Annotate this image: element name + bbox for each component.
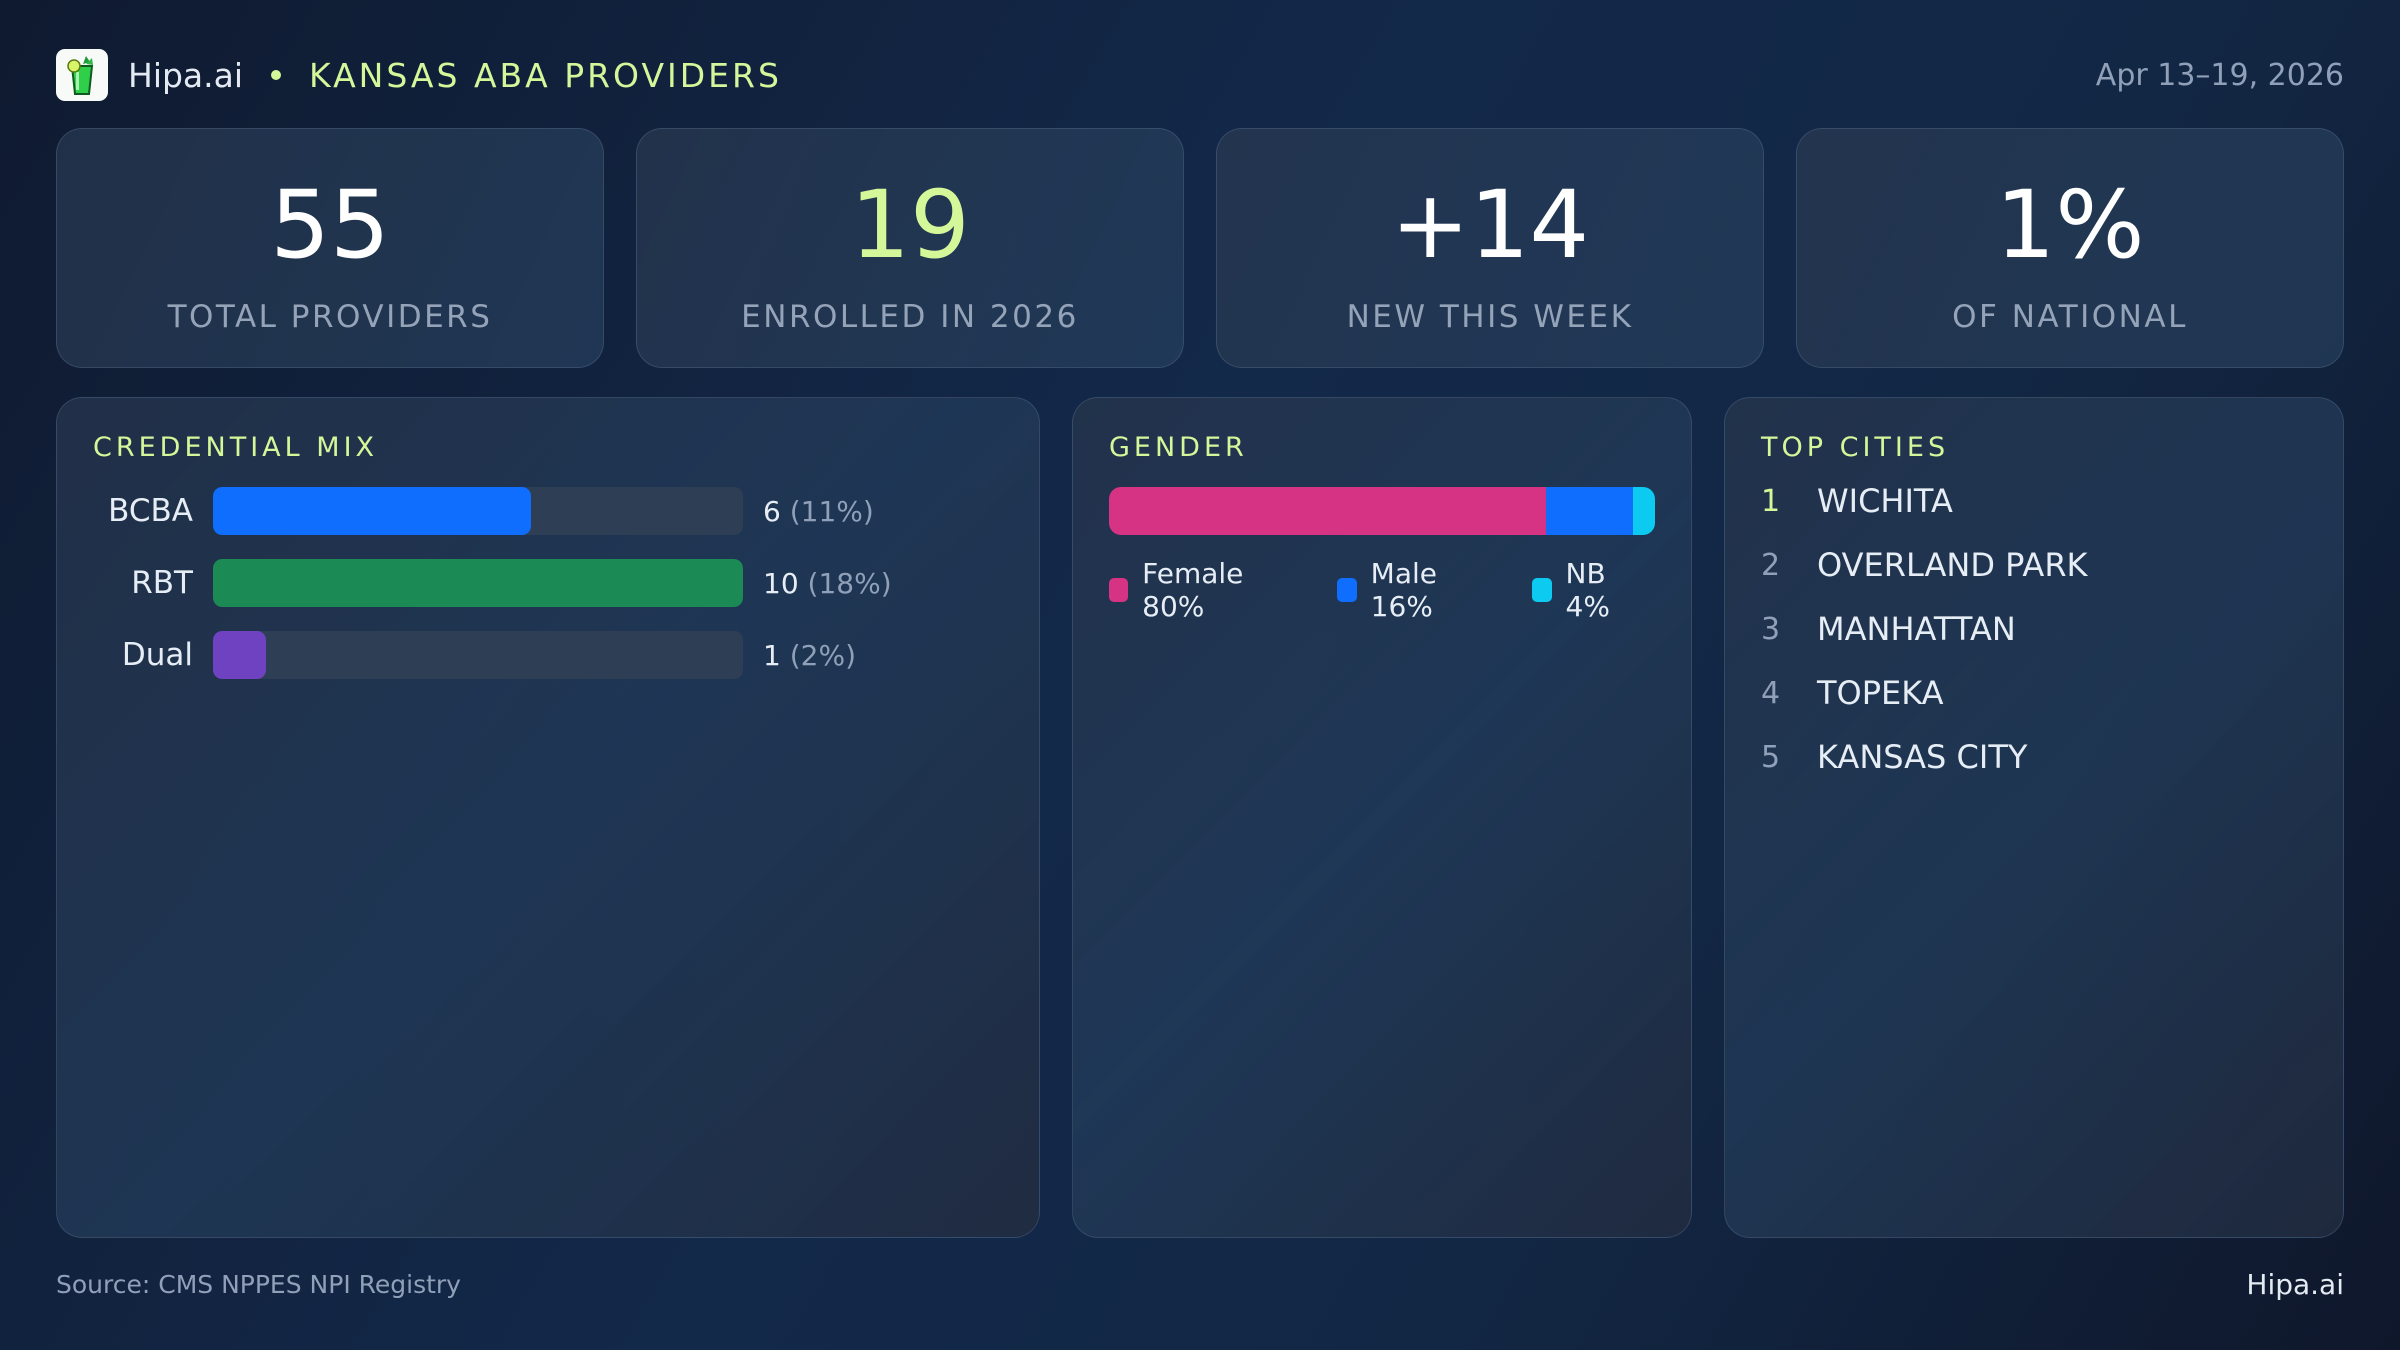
date-range: Apr 13–19, 2026 <box>2095 57 2344 93</box>
city-rank: 1 <box>1761 483 1781 519</box>
credential-label: BCBA <box>108 493 193 529</box>
city-rank: 5 <box>1761 739 1781 775</box>
legend-swatch <box>1532 578 1552 602</box>
gender-legend: Female 80% Male 16% NB 4% <box>1109 557 1655 623</box>
credential-value: 1 (2%) <box>763 639 856 672</box>
credential-row-dual: Dual 1 (2%) <box>93 631 1003 679</box>
city-name: TOPEKA <box>1817 674 1944 712</box>
city-rank: 2 <box>1761 547 1781 583</box>
gender-segment-nb <box>1633 487 1655 535</box>
legend-item-female: Female 80% <box>1109 557 1307 623</box>
stat-card-enrolled: 19 ENROLLED IN 2026 <box>636 128 1184 368</box>
city-list-item: 5 KANSAS CITY <box>1761 725 2307 789</box>
city-list-item: 1 WICHITA <box>1761 469 2307 533</box>
legend-item-nb: NB 4% <box>1532 557 1655 623</box>
stat-card-of-national: 1% OF NATIONAL <box>1796 128 2344 368</box>
credential-bar-fill <box>213 631 266 679</box>
credential-count: 10 <box>763 566 799 600</box>
legend-swatch <box>1109 578 1129 602</box>
city-list-item: 2 OVERLAND PARK <box>1761 533 2307 597</box>
brand-name: Hipa.ai <box>128 55 244 95</box>
city-list-item: 3 MANHATTAN <box>1761 597 2307 661</box>
header: Hipa.ai KANSAS ABA PROVIDERS Apr 13–19, … <box>56 48 2344 102</box>
credential-value: 10 (18%) <box>763 567 892 600</box>
credential-row-bcba: BCBA 6 (11%) <box>93 487 1003 535</box>
credential-percent: (2%) <box>789 638 857 672</box>
city-name: OVERLAND PARK <box>1817 546 2088 584</box>
legend-label: NB 4% <box>1565 557 1610 623</box>
stat-card-total-providers: 55 TOTAL PROVIDERS <box>56 128 604 368</box>
separator-dot <box>271 70 282 80</box>
stat-value: +14 <box>1390 171 1590 280</box>
city-name: MANHATTAN <box>1817 610 2016 648</box>
gender-stacked-bar <box>1109 487 1655 535</box>
legend-label: Female 80% <box>1142 557 1244 623</box>
city-name: WICHITA <box>1817 482 1953 520</box>
stat-label: OF NATIONAL <box>1952 299 2188 335</box>
mojito-glass-icon <box>56 49 108 101</box>
page-title: KANSAS ABA PROVIDERS <box>309 55 782 95</box>
credential-bar-track <box>213 631 743 679</box>
legend-item-male: Male 16% <box>1337 557 1502 623</box>
footer-brand: Hipa.ai <box>2246 1268 2344 1301</box>
credential-bar-fill <box>213 559 743 607</box>
city-rank: 3 <box>1761 611 1781 647</box>
gender-panel: GENDER Female 80% Male 16% NB 4% <box>1072 397 1692 1238</box>
credential-bar-track <box>213 487 743 535</box>
legend-swatch <box>1337 578 1357 602</box>
credential-bar-fill <box>213 487 531 535</box>
stat-label: TOTAL PROVIDERS <box>167 299 493 335</box>
credential-percent: (18%) <box>807 566 892 600</box>
stat-value: 1% <box>1995 171 2145 280</box>
credential-count: 6 <box>763 494 781 528</box>
panels: CREDENTIAL MIX BCBA 6 (11%) RBT 10 (18%) Dua… <box>56 397 2344 1238</box>
stat-label: NEW THIS WEEK <box>1346 299 1634 335</box>
stat-card-new-this-week: +14 NEW THIS WEEK <box>1216 128 1764 368</box>
credential-value: 6 (11%) <box>763 495 874 528</box>
credential-mix-panel: CREDENTIAL MIX BCBA 6 (11%) RBT 10 (18%) Dua… <box>56 397 1040 1238</box>
source-note: Source: CMS NPPES NPI Registry <box>56 1270 461 1299</box>
panel-title: GENDER <box>1109 432 1248 463</box>
stat-value: 19 <box>850 171 970 280</box>
panel-title: TOP CITIES <box>1761 432 1950 463</box>
gender-segment-female <box>1109 487 1546 535</box>
stat-cards: 55 TOTAL PROVIDERS 19 ENROLLED IN 2026 +… <box>56 128 2344 368</box>
stat-label: ENROLLED IN 2026 <box>741 299 1079 335</box>
credential-row-rbt: RBT 10 (18%) <box>93 559 1003 607</box>
credential-count: 1 <box>763 638 781 672</box>
city-rank: 4 <box>1761 675 1781 711</box>
credential-bar-track <box>213 559 743 607</box>
credential-label: RBT <box>131 565 193 601</box>
credential-percent: (11%) <box>789 494 874 528</box>
legend-label: Male 16% <box>1370 557 1437 623</box>
panel-title: CREDENTIAL MIX <box>93 432 379 463</box>
stat-value: 55 <box>270 171 390 280</box>
gender-segment-male <box>1545 487 1634 535</box>
top-cities-panel: TOP CITIES 1 WICHITA 2 OVERLAND PARK 3 MANHAT… <box>1724 397 2344 1238</box>
city-name: KANSAS CITY <box>1817 738 2028 776</box>
city-list-item: 4 TOPEKA <box>1761 661 2307 725</box>
credential-label: Dual <box>121 637 193 673</box>
